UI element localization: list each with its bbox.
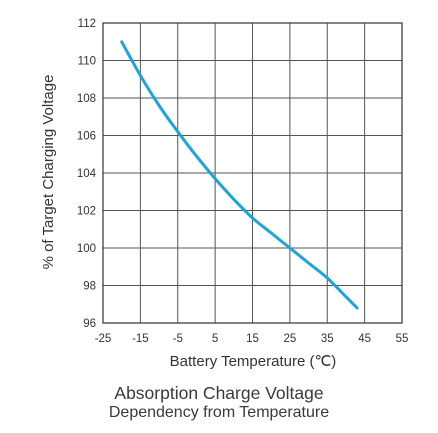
x-tick-label: 15: [246, 333, 259, 345]
plot-frame: [102, 22, 403, 324]
x-tick-label: 25: [283, 333, 296, 345]
x-tick-label: 45: [358, 333, 371, 345]
x-tick-labels: -25 -15 -5 5 15 25 35 45 55: [95, 333, 409, 345]
y-tick-label: 106: [77, 131, 96, 143]
y-tick-label: 102: [77, 206, 96, 218]
y-tick-label: 100: [77, 243, 96, 255]
chart-subtitle: Dependency from Temperature: [108, 404, 330, 421]
y-tick-labels: 96 98 100 102 104 106 108 110 112: [77, 18, 97, 330]
y-axis-label: % of Target Charging Voltage: [40, 75, 57, 270]
series-line: [120, 40, 359, 310]
y-tick-label: 96: [83, 318, 96, 330]
series-layer: [120, 40, 359, 310]
y-tick-label: 108: [77, 93, 96, 105]
y-tick-label: 98: [83, 281, 96, 293]
y-tick-label: 104: [77, 168, 97, 180]
x-tick-label: 35: [321, 333, 334, 345]
chart-title: Absorption Charge Voltage: [114, 383, 324, 403]
x-tick-label: -15: [132, 333, 149, 345]
x-tick-label: -5: [173, 333, 183, 345]
grid: [102, 22, 403, 324]
x-tick-label: -25: [95, 333, 112, 345]
x-axis-label: Battery Temperature (℃): [170, 353, 337, 370]
x-tick-label: 5: [212, 333, 218, 345]
x-tick-label: 55: [396, 333, 409, 345]
y-tick-label: 112: [78, 18, 96, 30]
y-tick-label: 110: [78, 56, 96, 68]
